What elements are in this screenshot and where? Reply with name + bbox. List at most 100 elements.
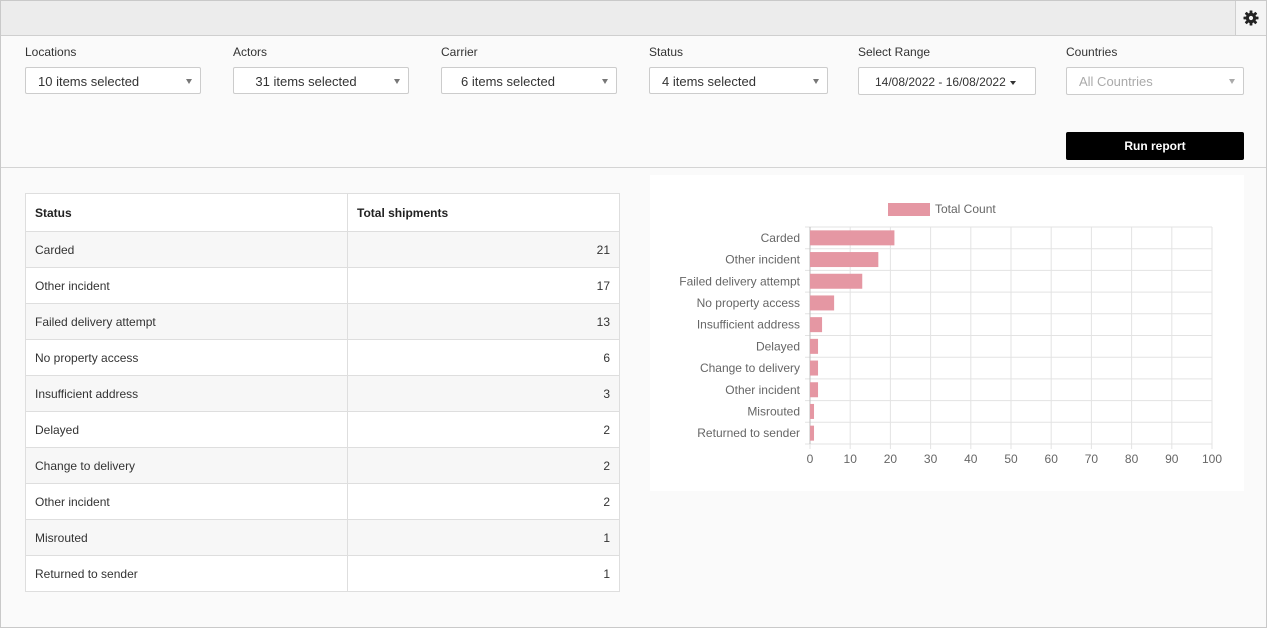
status-cell: Returned to sender (25, 555, 348, 592)
caret-down-icon (1229, 79, 1235, 84)
date-range-value: 14/08/2022 - 16/08/2022 (875, 75, 1006, 89)
x-tick-label: 30 (924, 452, 938, 466)
table-header-row: Status Total shipments (25, 193, 620, 232)
table-row: Other incident 2 (25, 483, 620, 520)
table-row: Delayed 2 (25, 411, 620, 448)
x-tick-label: 40 (964, 452, 978, 466)
x-tick-label: 20 (884, 452, 898, 466)
carrier-value: 6 items selected (461, 74, 555, 89)
section-divider (1, 167, 1266, 168)
status-value: 4 items selected (662, 74, 756, 89)
status-cell: Other incident (25, 267, 348, 304)
bar (810, 295, 835, 311)
total-cell: 17 (347, 267, 620, 304)
x-tick-label: 60 (1045, 452, 1059, 466)
total-cell: 2 (347, 411, 620, 448)
total-cell: 2 (347, 483, 620, 520)
total-shipments-column-header: Total shipments (347, 193, 620, 232)
category-label: Carded (761, 231, 800, 245)
bar (810, 425, 815, 441)
status-cell: Misrouted (25, 519, 348, 556)
gear-icon (1243, 10, 1259, 26)
caret-down-icon (394, 79, 400, 84)
bar (810, 273, 863, 289)
category-label: Insufficient address (697, 318, 800, 332)
status-cell: No property access (25, 339, 348, 376)
status-table: Status Total shipments Carded 21 Other in… (25, 193, 620, 592)
select-range-label: Select Range (858, 45, 931, 59)
total-cell: 6 (347, 339, 620, 376)
settings-button[interactable] (1235, 1, 1266, 35)
bar (810, 252, 879, 268)
status-cell: Carded (25, 231, 348, 268)
table-row: Misrouted 1 (25, 519, 620, 556)
bar (810, 360, 819, 376)
caret-down-icon (186, 79, 192, 84)
bar (810, 338, 819, 354)
bar (810, 230, 895, 246)
caret-down-icon (1009, 80, 1016, 85)
category-label: Other incident (725, 383, 800, 397)
locations-select[interactable]: 10 items selected (25, 67, 201, 94)
table-row: Returned to sender 1 (25, 555, 620, 592)
table-row: Failed delivery attempt 13 (25, 303, 620, 340)
legend-label: Total Count (935, 202, 996, 216)
countries-select[interactable]: All Countries (1066, 67, 1244, 95)
top-toolbar (1, 1, 1266, 36)
date-range-display: 14/08/2022 - 16/08/2022 (875, 75, 1016, 89)
chart-panel: 0 10 20 30 40 50 60 70 80 90 100 Carded Other incide… (650, 175, 1244, 491)
legend-swatch (888, 203, 930, 216)
category-label: No property access (697, 296, 800, 310)
bar (810, 317, 823, 333)
status-label: Status (649, 45, 684, 59)
status-cell: Change to delivery (25, 447, 348, 484)
total-cell: 2 (347, 447, 620, 484)
run-report-button[interactable]: Run report (1066, 132, 1244, 160)
category-label: Misrouted (747, 404, 800, 418)
actors-label: Actors (233, 45, 268, 59)
status-cell: Delayed (25, 411, 348, 448)
table-row: No property access 6 (25, 339, 620, 376)
status-cell: Other incident (25, 483, 348, 520)
locations-label: Locations (25, 45, 77, 59)
x-tick-label: 90 (1165, 452, 1179, 466)
table-row: Carded 21 (25, 231, 620, 268)
x-tick-label: 80 (1125, 452, 1139, 466)
status-cell: Insufficient address (25, 375, 348, 412)
category-label: Change to delivery (700, 361, 800, 375)
x-tick-label: 50 (1004, 452, 1018, 466)
category-label: Returned to sender (697, 426, 800, 440)
caret-down-icon (813, 79, 819, 84)
total-count-bar-chart: 0 10 20 30 40 50 60 70 80 90 100 Carded Other incide… (679, 202, 1222, 466)
countries-label: Countries (1066, 45, 1118, 59)
status-cell: Failed delivery attempt (25, 303, 348, 340)
table-row: Insufficient address 3 (25, 375, 620, 412)
category-label: Failed delivery attempt (679, 274, 800, 288)
x-tick-label: 100 (1202, 452, 1222, 466)
carrier-label: Carrier (441, 45, 478, 59)
status-column-header: Status (25, 193, 348, 232)
bar (810, 382, 819, 398)
actors-value: 31 items selected (255, 74, 357, 89)
table-row: Change to delivery 2 (25, 447, 620, 484)
countries-placeholder: All Countries (1079, 74, 1153, 89)
total-cell: 13 (347, 303, 620, 340)
total-cell: 3 (347, 375, 620, 412)
total-cell: 1 (347, 555, 620, 592)
x-tick-label: 10 (844, 452, 858, 466)
x-tick-label: 70 (1085, 452, 1099, 466)
locations-value: 10 items selected (38, 74, 140, 89)
total-cell: 21 (347, 231, 620, 268)
caret-down-icon (602, 79, 608, 84)
carrier-select[interactable]: 6 items selected (441, 67, 617, 94)
total-cell: 1 (347, 519, 620, 556)
date-range-picker[interactable]: 14/08/2022 - 16/08/2022 (858, 67, 1036, 95)
category-label: Other incident (725, 253, 800, 267)
category-label: Delayed (756, 339, 800, 353)
x-tick-label: 0 (807, 452, 814, 466)
status-select[interactable]: 4 items selected (649, 67, 828, 94)
table-row: Other incident 17 (25, 267, 620, 304)
bar (810, 403, 815, 419)
actors-select[interactable]: 31 items selected (233, 67, 409, 94)
